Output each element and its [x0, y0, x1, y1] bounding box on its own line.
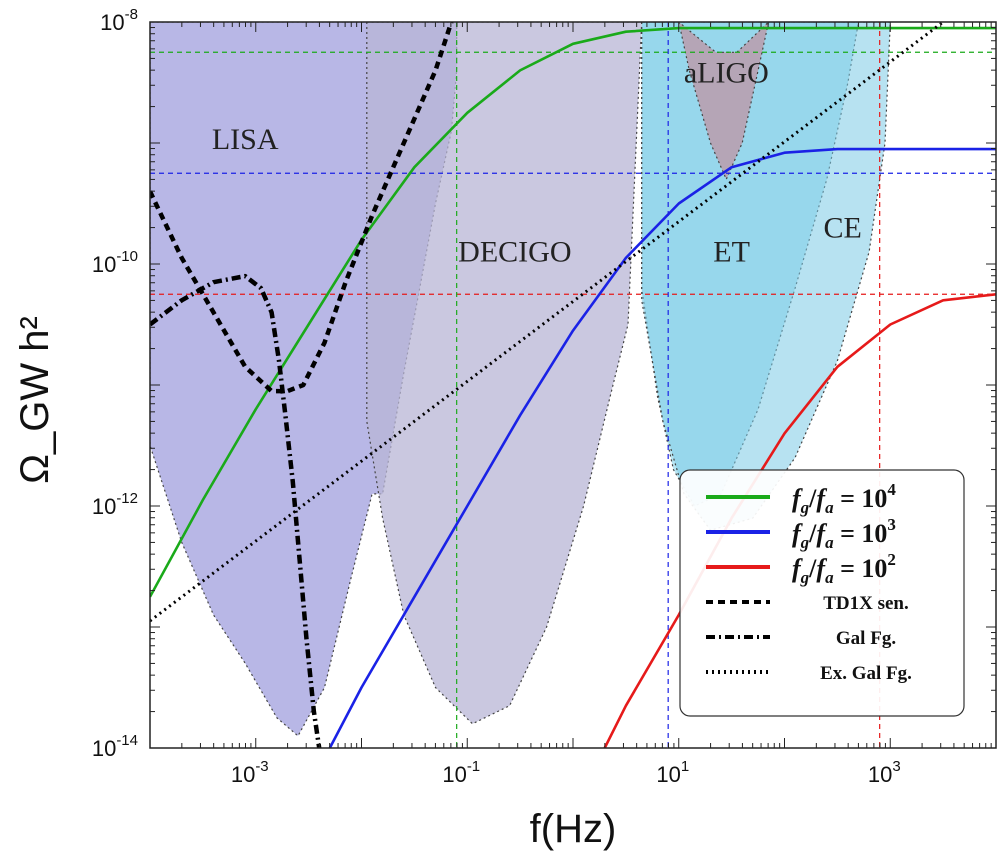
series-fg-fa-10-3: [328, 147, 996, 748]
series-td1x-sen-: [150, 22, 454, 394]
legend-label-1: fg/fa = 103: [792, 515, 896, 552]
series-lines: [150, 22, 996, 748]
legend-label-0: fg/fa = 104: [792, 480, 896, 517]
region-label-aligo: aLIGO: [684, 57, 769, 90]
legend-label-5: Ex. Gal Fg.: [820, 663, 912, 684]
x-tick-label: 101: [656, 758, 689, 787]
region-decigo: [366, 22, 643, 725]
x-tick-label: 10-3: [231, 758, 269, 787]
y-axis-title-text: Ω_GW h²: [13, 316, 57, 484]
y-tick-label: 10-12: [92, 490, 138, 519]
y-tick-label: 10-14: [92, 732, 138, 761]
y-tick-label: 10-8: [100, 6, 138, 35]
legend-label-2: fg/fa = 102: [792, 550, 896, 587]
region-label-decigo: DECIGO: [458, 236, 571, 269]
legend-label-3: TD1X sen.: [823, 593, 909, 614]
y-axis-title: Ω_GW h²: [13, 316, 57, 484]
series-fg-fa-10-2: [603, 293, 996, 748]
axis-ticks: 10-3 10-1 101 103 10-8 10-10 10-12 10-14: [92, 6, 997, 787]
x-tick-label: 10-1: [442, 758, 480, 787]
reference-lines: [150, 22, 996, 748]
series-gal-fg-: [150, 273, 322, 748]
region-aligo: [678, 22, 770, 181]
y-tick-label: 10-10: [92, 248, 138, 277]
region-labels: LISA DECIGO aLIGO ET CE: [212, 57, 862, 269]
series-ex-gal-fg-: [150, 22, 945, 623]
legend-label-4: Gal Fg.: [836, 628, 896, 649]
series-fg-fa-10-4: [150, 26, 996, 598]
x-axis-title: f(Hz): [530, 807, 617, 851]
region-label-et: ET: [713, 236, 750, 269]
region-label-ce: CE: [823, 211, 861, 244]
region-label-lisa: LISA: [212, 123, 279, 156]
x-tick-label: 103: [868, 758, 901, 787]
